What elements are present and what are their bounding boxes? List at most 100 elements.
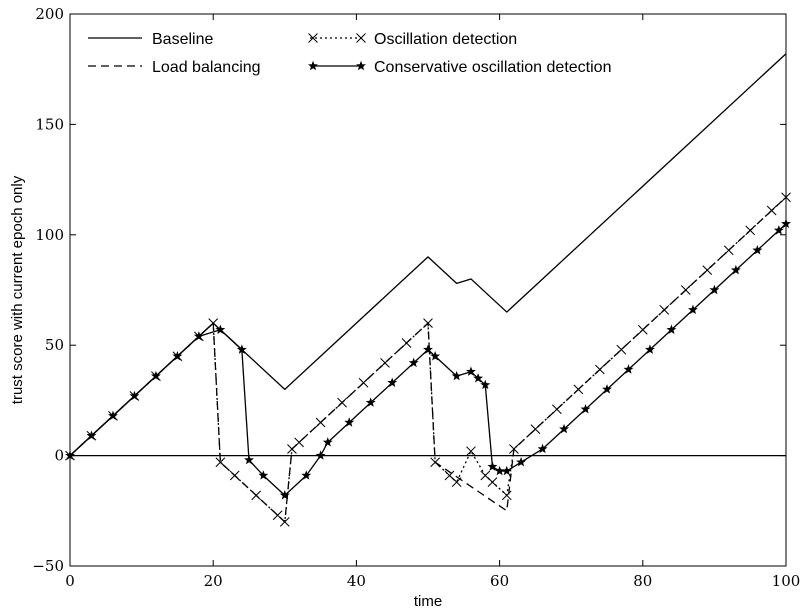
data-point <box>244 454 254 465</box>
data-point <box>301 470 312 480</box>
data-point <box>408 357 419 368</box>
data-point <box>594 364 605 375</box>
data-point <box>401 338 412 348</box>
y-tick-label: 100 <box>35 226 64 244</box>
data-point <box>215 457 226 468</box>
data-point <box>616 344 627 355</box>
data-point <box>509 444 519 454</box>
data-point <box>773 225 784 235</box>
data-point <box>129 390 140 401</box>
legend-item: Load balancing <box>88 59 261 76</box>
data-point <box>730 264 741 275</box>
legend-item: Baseline <box>88 31 213 48</box>
data-point <box>337 397 347 408</box>
data-point <box>752 245 763 255</box>
data-point <box>573 384 584 395</box>
data-point <box>208 318 219 328</box>
data-point <box>766 205 777 216</box>
legend-label: Load balancing <box>152 59 261 76</box>
x-tick-label: 0 <box>65 572 75 590</box>
data-point <box>387 377 398 387</box>
data-point <box>279 490 290 500</box>
data-point <box>423 344 433 354</box>
legend: Baseline Oscillation detection Load balanc… <box>88 31 611 76</box>
data-point <box>315 450 326 460</box>
y-tick-label: 200 <box>35 5 64 23</box>
data-point <box>723 245 734 256</box>
data-point <box>480 379 491 390</box>
x-tick-label: 40 <box>347 572 366 590</box>
data-point <box>322 437 333 447</box>
series-layer <box>65 53 791 527</box>
data-point <box>172 351 183 361</box>
x-tick-label: 60 <box>490 572 509 590</box>
data-point <box>659 305 670 315</box>
data-point <box>687 304 698 315</box>
data-point <box>423 318 433 328</box>
x-tick-label: 20 <box>204 572 223 590</box>
data-point <box>150 370 161 381</box>
data-point <box>680 285 691 295</box>
data-point <box>559 423 569 434</box>
plot-frame <box>69 13 787 567</box>
legend-item: Conservative oscillation detection <box>308 59 611 76</box>
x-tick-label: 100 <box>772 572 801 590</box>
data-point <box>645 344 655 354</box>
data-point <box>552 404 562 415</box>
data-point <box>451 477 462 487</box>
legend-swatch-marker <box>308 33 318 43</box>
data-point <box>430 457 441 468</box>
data-point <box>451 370 462 381</box>
data-point <box>487 461 498 471</box>
data-point <box>294 437 304 448</box>
data-point <box>380 358 390 368</box>
data-point <box>315 417 326 428</box>
data-point <box>530 424 541 434</box>
x-axis-label: time <box>414 593 442 610</box>
data-point <box>430 351 441 361</box>
data-point <box>358 377 369 388</box>
y-tick-label: 0 <box>54 447 64 465</box>
legend-swatch-marker <box>356 33 366 43</box>
data-point <box>466 446 476 457</box>
data-point <box>344 417 355 427</box>
data-point <box>516 457 527 467</box>
data-point <box>466 366 476 376</box>
data-point <box>580 404 591 414</box>
x-tick-label: 80 <box>633 572 652 590</box>
data-point <box>501 490 512 501</box>
data-point <box>702 265 713 275</box>
legend-swatch-marker <box>308 60 318 71</box>
data-point <box>602 384 612 394</box>
legend-label: Conservative oscillation detection <box>374 59 611 76</box>
data-point <box>623 364 634 374</box>
data-point <box>365 397 376 407</box>
series-line <box>69 223 787 496</box>
data-point <box>215 324 226 334</box>
data-point <box>501 465 512 476</box>
data-point <box>487 477 498 487</box>
data-point <box>251 490 262 501</box>
y-tick-label: −50 <box>32 557 64 575</box>
data-point <box>745 225 756 236</box>
data-point <box>494 465 505 476</box>
y-tick-label: 50 <box>45 336 64 354</box>
legend-label: Oscillation detection <box>374 31 517 48</box>
y-axis-label: trust score with current epoch only <box>9 175 26 404</box>
data-point <box>537 443 548 454</box>
data-point <box>108 410 118 421</box>
data-point <box>473 373 484 383</box>
data-point <box>86 430 97 440</box>
data-point <box>666 324 677 334</box>
data-point <box>279 516 290 527</box>
legend-label: Baseline <box>152 31 213 48</box>
legend-swatch-marker <box>356 60 366 71</box>
legend-item: Oscillation detection <box>308 31 517 48</box>
data-point <box>229 470 240 481</box>
data-point <box>236 344 247 354</box>
y-tick-label: 150 <box>35 115 64 133</box>
data-point <box>258 470 269 480</box>
